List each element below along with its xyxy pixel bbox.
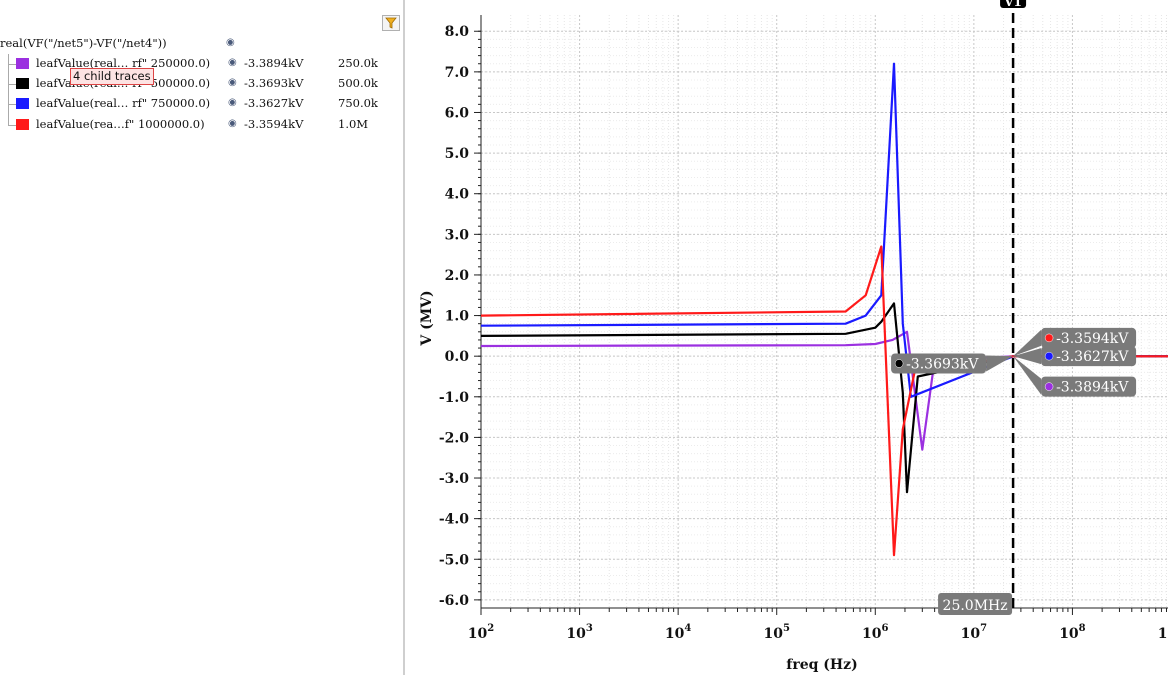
- tree-connector: [8, 54, 9, 126]
- marker-dot: [1044, 333, 1054, 343]
- trace-value: -3.3693kV: [244, 76, 304, 90]
- marker-pointer: [1013, 329, 1042, 357]
- marker-pointer: [1013, 348, 1042, 365]
- y-tick-label: -3.0: [439, 471, 469, 487]
- marker-dot: [1044, 351, 1054, 361]
- marker-label-box[interactable]: [891, 353, 987, 374]
- cursor-name: V1: [1003, 0, 1022, 9]
- y-tick-label: 3.0: [445, 227, 470, 243]
- marker-value-label: -3.3894kV: [1056, 380, 1129, 396]
- x-tick-label: 104: [665, 623, 691, 642]
- cursor-x-label-box: [938, 593, 1013, 615]
- y-tick-label: -4.0: [439, 512, 469, 528]
- cursor-x-label: 25.0MHz: [943, 598, 1008, 614]
- tree-branch: [8, 84, 16, 85]
- trace-color-swatch: [16, 119, 29, 130]
- x-tick-label: 105: [763, 623, 789, 642]
- trace-color-swatch: [16, 58, 29, 69]
- marker-dot: [894, 359, 904, 368]
- trace-name: leafValue(real… rf" 250000.0): [36, 56, 211, 70]
- eye-icon[interactable]: ◉: [228, 57, 237, 68]
- x-axis-label: freq (Hz): [786, 657, 857, 673]
- x-tick-label: 109: [1158, 623, 1168, 642]
- y-tick-label: 5.0: [445, 146, 470, 162]
- child-traces-tooltip: 4 child traces: [70, 68, 154, 85]
- marker-layer[interactable]: -3.3594kV -3.3627kV -3.3894kV -3.3693kV: [891, 327, 1137, 397]
- y-tick-label: 2.0: [445, 268, 470, 284]
- series-layer: [480, 62, 1168, 557]
- y-tick-label: -1.0: [439, 390, 469, 406]
- eye-icon[interactable]: ◉: [228, 77, 237, 88]
- x-axis-ticks: 102 103 104 105 106 107 108 109: [468, 608, 1168, 642]
- x-tick-label: 102: [468, 623, 494, 642]
- trace-param: 750.0k: [338, 96, 378, 110]
- y-tick-label: 1.0: [445, 309, 470, 325]
- trace-param: 500.0k: [338, 76, 378, 90]
- marker-pointer: [986, 355, 1014, 372]
- marker-value-label: -3.3594kV: [1056, 331, 1129, 347]
- y-tick-label: 7.0: [445, 65, 470, 81]
- trace-color-swatch: [16, 98, 29, 109]
- x-tick-label: 107: [961, 623, 987, 642]
- y-tick-label: 4.0: [445, 187, 470, 203]
- trace-name: leafValue(rea…f" 1000000.0): [36, 117, 205, 131]
- y-axis-ticks: 8.0 7.0 6.0 5.0 4.0 3.0 2.0 1.0 0.0 -1.0 -2.0 -3.0 -…: [439, 24, 481, 609]
- y-tick-label: -5.0: [439, 552, 469, 568]
- eye-icon[interactable]: ◉: [228, 118, 237, 129]
- marker-label-box[interactable]: [1041, 376, 1137, 397]
- y-tick-label: -6.0: [439, 593, 469, 609]
- trace-param: 250.0k: [338, 56, 378, 70]
- tree-branch: [8, 64, 16, 65]
- trace-param: 1.0M: [338, 117, 369, 131]
- eye-icon[interactable]: ◉: [228, 97, 237, 108]
- x-tick-label: 103: [566, 623, 592, 642]
- marker-pointer: [1013, 356, 1042, 395]
- trace-browser: real(VF("/net5")-VF("/net4")) ◉ leafValu…: [0, 0, 403, 675]
- filter-icon[interactable]: [382, 15, 400, 31]
- y-tick-label: 6.0: [445, 105, 470, 121]
- y-tick-label: -2.0: [439, 430, 469, 446]
- eye-icon[interactable]: ◉: [226, 37, 235, 48]
- cursor-name-tag[interactable]: [1000, 0, 1027, 8]
- x-tick-label: 108: [1059, 623, 1085, 642]
- tree-branch: [8, 125, 16, 126]
- trace-value: -3.3594kV: [244, 117, 304, 131]
- marker-value-label: -3.3627kV: [1056, 349, 1129, 365]
- marker-label-box[interactable]: [1041, 346, 1137, 367]
- trace-color-swatch: [16, 78, 29, 89]
- series-line-3[interactable]: [480, 245, 1168, 557]
- panel-divider[interactable]: [403, 0, 405, 675]
- marker-dot: [1044, 382, 1054, 391]
- y-tick-label: 8.0: [445, 24, 470, 40]
- y-tick-label: 0.0: [445, 349, 470, 365]
- x-tick-label: 106: [862, 623, 888, 642]
- cursor-layer[interactable]: V1 25.0MHz: [938, 0, 1027, 615]
- waveform-plot[interactable]: 8.0 7.0 6.0 5.0 4.0 3.0 2.0 1.0 0.0 -1.0 -2.0 -3.0 -…: [405, 0, 1168, 675]
- tree-branch: [8, 104, 16, 105]
- y-axis-label: V (MV): [419, 290, 435, 346]
- trace-name: leafValue(real… rf" 750000.0): [36, 96, 211, 110]
- marker-label-box[interactable]: [1041, 327, 1137, 348]
- trace-value: -3.3894kV: [244, 56, 304, 70]
- parent-trace-label: real(VF("/net5")-VF("/net4")): [0, 36, 167, 50]
- marker-value-label: -3.3693kV: [906, 356, 979, 372]
- trace-value: -3.3627kV: [244, 96, 304, 110]
